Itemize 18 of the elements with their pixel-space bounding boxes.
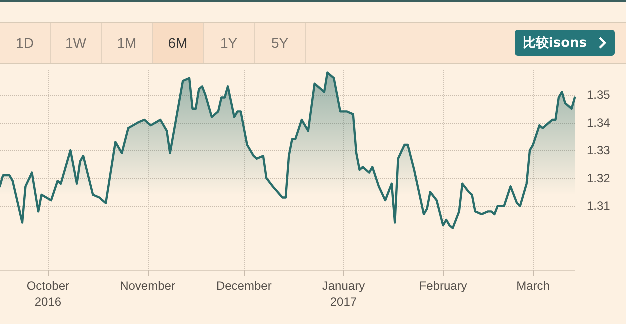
text: 6M — [153, 23, 204, 63]
y-tick-label: 1.35 — [587, 88, 611, 102]
x-tick-label: March — [516, 279, 550, 293]
text: 1D — [0, 23, 51, 63]
y-tick-label: 1.31 — [587, 199, 611, 214]
text: 1Y — [204, 23, 255, 63]
x-tick-label: February — [419, 279, 468, 293]
text: 1M — [102, 23, 153, 63]
x-tick-label: November — [120, 279, 176, 293]
x-tick-label: January 2017 — [322, 279, 366, 309]
x-tick-label: December — [216, 279, 272, 293]
y-tick-label: 1.32 — [587, 171, 611, 186]
y-tick-label: 1.34 — [587, 116, 611, 130]
text: 5Y — [255, 23, 306, 63]
x-tick-label: October 2016 — [26, 279, 70, 309]
text: 1W — [51, 23, 102, 63]
text: 比较isons — [514, 30, 615, 56]
y-tick-label: 1.33 — [587, 144, 611, 158]
